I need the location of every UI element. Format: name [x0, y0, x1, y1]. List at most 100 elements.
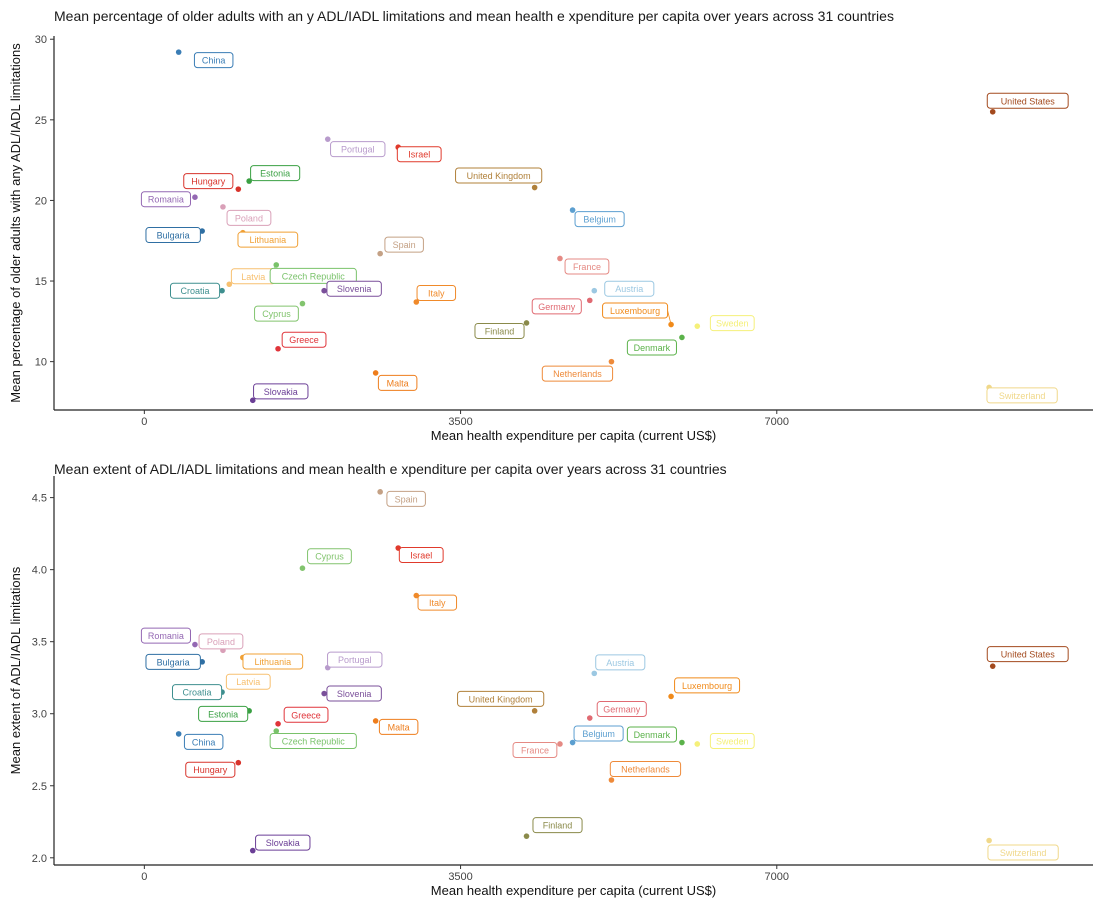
label-spain: Spain [393, 240, 416, 250]
point-croatia [219, 287, 225, 294]
label-latvia: Latvia [241, 272, 265, 282]
label-china: China [202, 56, 226, 66]
label-switzerland: Switzerland [1000, 848, 1047, 858]
label-lithuania: Lithuania [250, 235, 287, 245]
point-belgium [569, 207, 576, 213]
label-slovenia: Slovenia [337, 284, 372, 294]
label-box-finland [532, 817, 583, 834]
label-box-czech-republic [269, 733, 357, 750]
label-box-china [193, 52, 234, 69]
label-box-france [512, 741, 558, 758]
label-box-italy [417, 594, 458, 611]
point-united-states [989, 663, 996, 669]
label-italy: Italy [429, 598, 446, 608]
label-finland: Finland [485, 326, 515, 336]
label-united-states: United States [1001, 96, 1056, 106]
label-box-italy [416, 284, 457, 301]
y-tick-label: 4.5 [32, 493, 47, 505]
point-austria [591, 287, 598, 294]
label-italy: Italy [428, 288, 445, 298]
point-cyprus [299, 565, 306, 572]
y-tick-label: 3.0 [32, 709, 47, 721]
x-tick-label: 7000 [765, 871, 789, 883]
label-box-austria [604, 280, 655, 297]
point-spain [377, 489, 383, 495]
point-cyprus [299, 300, 306, 307]
label-netherlands: Netherlands [621, 764, 670, 774]
label-austria: Austria [606, 658, 634, 668]
point-greece [275, 345, 281, 352]
point-united-states [989, 108, 996, 115]
label-box-slovakia [255, 834, 311, 851]
label-box-croatia [169, 282, 221, 299]
label-czech-republic: Czech Republic [282, 737, 346, 747]
scatter-chart-top: 0 3500 7000 10 15 20 25 30 Mean health expenditu… [8, 34, 1093, 443]
x-tick-label: 3500 [448, 416, 472, 428]
label-box-china [183, 733, 224, 750]
label-belgium: Belgium [583, 215, 616, 225]
label-greece: Greece [291, 710, 321, 720]
label-box-germany [531, 298, 582, 315]
label-romania: Romania [148, 631, 184, 641]
label-belgium: Belgium [582, 729, 615, 739]
label-spain: Spain [395, 494, 418, 504]
point-romania [192, 641, 198, 648]
label-france: France [573, 262, 601, 272]
label-estonia: Estonia [208, 709, 238, 719]
point-germany [586, 297, 593, 304]
point-slovakia [249, 847, 256, 854]
label-sweden: Sweden [716, 319, 749, 329]
y-tick-label: 2.5 [32, 781, 47, 793]
y-tick-label: 25 [35, 115, 47, 127]
label-luxembourg: Luxembourg [682, 681, 732, 691]
point-italy [413, 299, 420, 305]
label-box-denmark [626, 339, 677, 356]
label-box-malta [378, 718, 419, 735]
point-austria [591, 670, 598, 677]
label-box-switzerland [986, 387, 1058, 404]
label-cyprus: Cyprus [315, 552, 344, 562]
label-box-hungary [185, 761, 236, 778]
label-cyprus: Cyprus [262, 309, 291, 319]
label-box-finland [474, 322, 525, 339]
label-latvia: Latvia [236, 677, 260, 687]
label-box-bulgaria [145, 653, 201, 670]
y-tick-label: 3.5 [32, 637, 47, 649]
label-box-greece [281, 331, 327, 348]
point-netherlands [608, 777, 615, 783]
point-sweden [694, 741, 701, 747]
point-luxembourg [668, 321, 674, 328]
point-czech-republic [273, 262, 280, 268]
label-box-spain [386, 490, 426, 507]
point-portugal [324, 136, 331, 142]
label-china: China [192, 737, 216, 747]
label-box-luxembourg [674, 677, 741, 694]
label-switzerland: Switzerland [999, 391, 1046, 401]
point-france [557, 255, 563, 262]
point-estonia [246, 178, 252, 184]
point-germany [586, 715, 593, 721]
label-greece: Greece [289, 335, 319, 345]
y-tick-label: 30 [35, 34, 47, 46]
label-slovakia: Slovakia [264, 387, 298, 397]
label-box-israel [398, 547, 444, 564]
label-box-portugal [327, 651, 383, 668]
label-box-greece [283, 706, 329, 723]
label-box-latvia [225, 673, 271, 690]
label-germany: Germany [538, 302, 576, 312]
label-box-slovenia [326, 685, 382, 702]
y-tick-label: 20 [35, 195, 47, 207]
label-box-malta [377, 374, 418, 391]
label-box-united-kingdom [455, 167, 543, 184]
label-germany: Germany [603, 705, 641, 715]
point-china [175, 731, 182, 737]
label-slovakia: Slovakia [266, 838, 300, 848]
label-box-luxembourg [602, 302, 669, 319]
point-finland [523, 320, 530, 326]
label-austria: Austria [615, 284, 643, 294]
x-axis-label: Mean health expenditure per capita (curr… [431, 428, 716, 443]
point-denmark [679, 739, 685, 746]
y-axis-label: Mean extent of ADL/IADL limitations [8, 566, 23, 774]
label-box-estonia [250, 165, 301, 182]
label-czech-republic: Czech Republic [282, 271, 346, 281]
